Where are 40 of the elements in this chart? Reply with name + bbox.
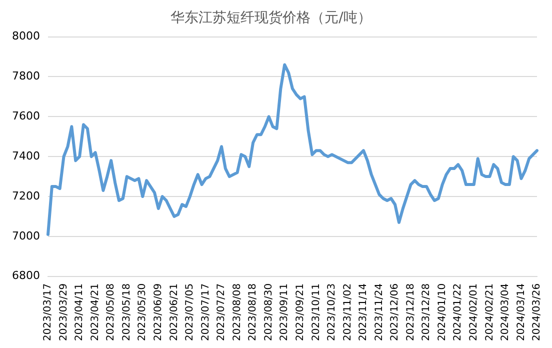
x-tick-label: 2024/02/21 [484,283,496,342]
y-tick-label: 7000 [12,229,40,242]
chart-title: 华东江苏短纤现货价格（元/吨） [170,10,372,26]
x-tick-label: 2024/03/26 [532,283,543,342]
y-tick-label: 7600 [12,110,40,123]
x-tick-label: 2023/08/18 [248,283,259,342]
x-tick-label: 2023/06/09 [153,283,164,342]
x-tick-label: 2023/05/18 [121,283,132,342]
x-tick-label: 2024/02/01 [468,283,480,342]
y-tick-label: 7200 [12,189,40,202]
x-tick-label: 2023/08/30 [263,283,274,342]
x-tick-label: 2023/05/30 [137,283,148,342]
x-tick-label: 2023/09/21 [294,283,306,342]
y-tick-label: 8000 [12,30,40,43]
x-tick-label: 2023/03/17 [42,283,54,342]
x-tick-label: 2023/03/29 [58,283,70,342]
x-tick-label: 2023/07/05 [184,283,196,342]
x-tick-label: 2024/03/14 [516,283,527,342]
x-tick-label: 2023/05/08 [106,283,117,342]
x-tick-label: 2023/04/11 [74,283,86,342]
x-tick-label: 2023/09/11 [279,283,290,342]
x-tick-label: 2023/04/21 [90,283,101,342]
x-tick-label: 2024/01/22 [452,283,464,342]
y-tick-label: 6800 [12,269,40,282]
x-tick-label: 2023/11/14 [358,283,370,342]
x-tick-label: 2023/07/17 [200,283,212,342]
x-tick-label: 2023/06/21 [168,283,180,342]
x-tick-label: 2023/07/27 [216,283,228,342]
y-tick-label: 7400 [12,149,40,162]
x-tick-label: 2023/12/18 [405,283,416,342]
x-tick-label: 2023/11/02 [342,283,354,342]
x-tick-label: 2024/03/04 [500,283,512,342]
x-tick-label: 2023/12/28 [421,283,432,342]
x-tick-label: 2024/01/10 [436,283,448,342]
x-tick-label: 2023/10/11 [310,283,322,342]
x-tick-label: 2023/10/23 [326,283,338,342]
y-tick-label: 7800 [12,70,40,83]
x-tick-label: 2023/11/24 [374,283,385,342]
x-tick-label: 2023/08/08 [232,283,243,342]
x-tick-label: 2023/12/06 [390,283,401,342]
